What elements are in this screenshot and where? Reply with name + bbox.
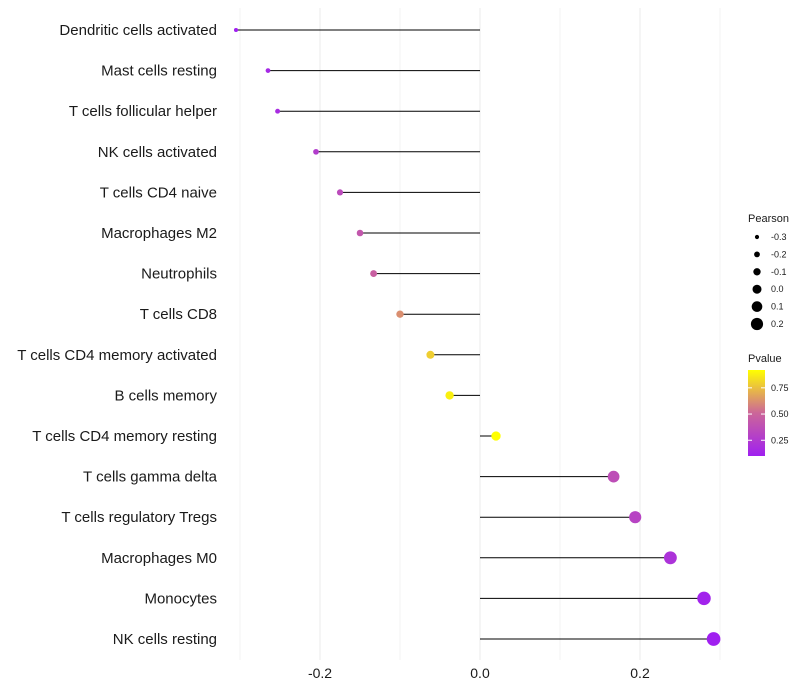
lollipop-point — [396, 310, 404, 318]
x-tick-label: -0.2 — [308, 665, 332, 681]
legend-size-label: 0.1 — [771, 302, 784, 312]
legend-size-label: -0.2 — [771, 249, 787, 259]
lollipop-point — [426, 350, 435, 359]
legend-pearson: Pearson -0.3 -0.2 -0.1 0.0 0.1 0.2 — [748, 213, 789, 331]
legend-size-label: -0.1 — [771, 267, 787, 277]
category-label: T cells regulatory Tregs — [61, 509, 217, 526]
category-label: B cells memory — [114, 387, 217, 404]
lollipop-point — [706, 632, 721, 646]
x-axis-ticks: -0.2 0.0 0.2 — [308, 665, 650, 681]
lollipop-point — [265, 68, 271, 73]
lollipop-point — [629, 511, 642, 524]
category-label: T cells CD8 — [140, 306, 217, 323]
pvalue-colorbar — [748, 370, 765, 456]
grid-layer — [239, 8, 721, 660]
category-label: Macrophages M2 — [101, 225, 217, 242]
legend-pvalue-title: Pvalue — [748, 353, 782, 365]
lollipop-point — [313, 148, 319, 155]
lollipop-point — [233, 27, 239, 33]
category-label: T cells CD4 memory resting — [32, 428, 217, 445]
legend-size-label: -0.3 — [771, 232, 787, 242]
lollipop-point — [607, 470, 620, 483]
legend-size-dot — [751, 301, 763, 312]
category-label: T cells gamma delta — [83, 469, 218, 486]
legend-size-dot — [750, 317, 764, 331]
category-label: NK cells resting — [113, 631, 217, 648]
y-axis-labels: Dendritic cells activated Mast cells rest… — [17, 22, 217, 648]
point-layer — [233, 27, 721, 646]
x-tick-label: 0.2 — [630, 665, 650, 681]
x-tick-label: 0.0 — [470, 665, 490, 681]
legend-pvalue-label: 0.75 — [771, 383, 789, 393]
category-label: Neutrophils — [141, 266, 217, 283]
lollipop-point — [370, 270, 378, 278]
lollipop-point — [445, 391, 454, 400]
category-label: NK cells activated — [98, 144, 217, 161]
lollipop-point — [275, 108, 281, 114]
lollipop-point — [491, 431, 501, 441]
legend-size-dot — [753, 268, 761, 276]
category-label: T cells CD4 memory activated — [17, 347, 217, 364]
legend-size-label: 0.2 — [771, 319, 784, 329]
legend-size-dot — [754, 251, 760, 258]
category-label: Dendritic cells activated — [59, 22, 217, 39]
lollipop-point — [336, 189, 344, 196]
category-label: Monocytes — [144, 590, 217, 607]
legend-pearson-title: Pearson — [748, 213, 789, 225]
lollipop-point — [663, 551, 677, 565]
category-label: Mast cells resting — [101, 63, 217, 80]
category-label: T cells follicular helper — [69, 103, 217, 120]
legend-size-label: 0.0 — [771, 284, 784, 294]
lollipop-point — [356, 229, 364, 237]
legend-pvalue-label: 0.50 — [771, 409, 789, 419]
legend-size-dot — [752, 284, 762, 294]
segment-layer — [236, 29, 714, 640]
legend-pvalue: Pvalue 0.75 0.50 0.25 — [748, 353, 789, 456]
legend-size-dot — [754, 234, 760, 240]
legend-pvalue-label: 0.25 — [771, 435, 789, 445]
lollipop-point — [697, 591, 711, 606]
category-label: T cells CD4 naive — [100, 184, 217, 201]
category-label: Macrophages M0 — [101, 550, 217, 567]
